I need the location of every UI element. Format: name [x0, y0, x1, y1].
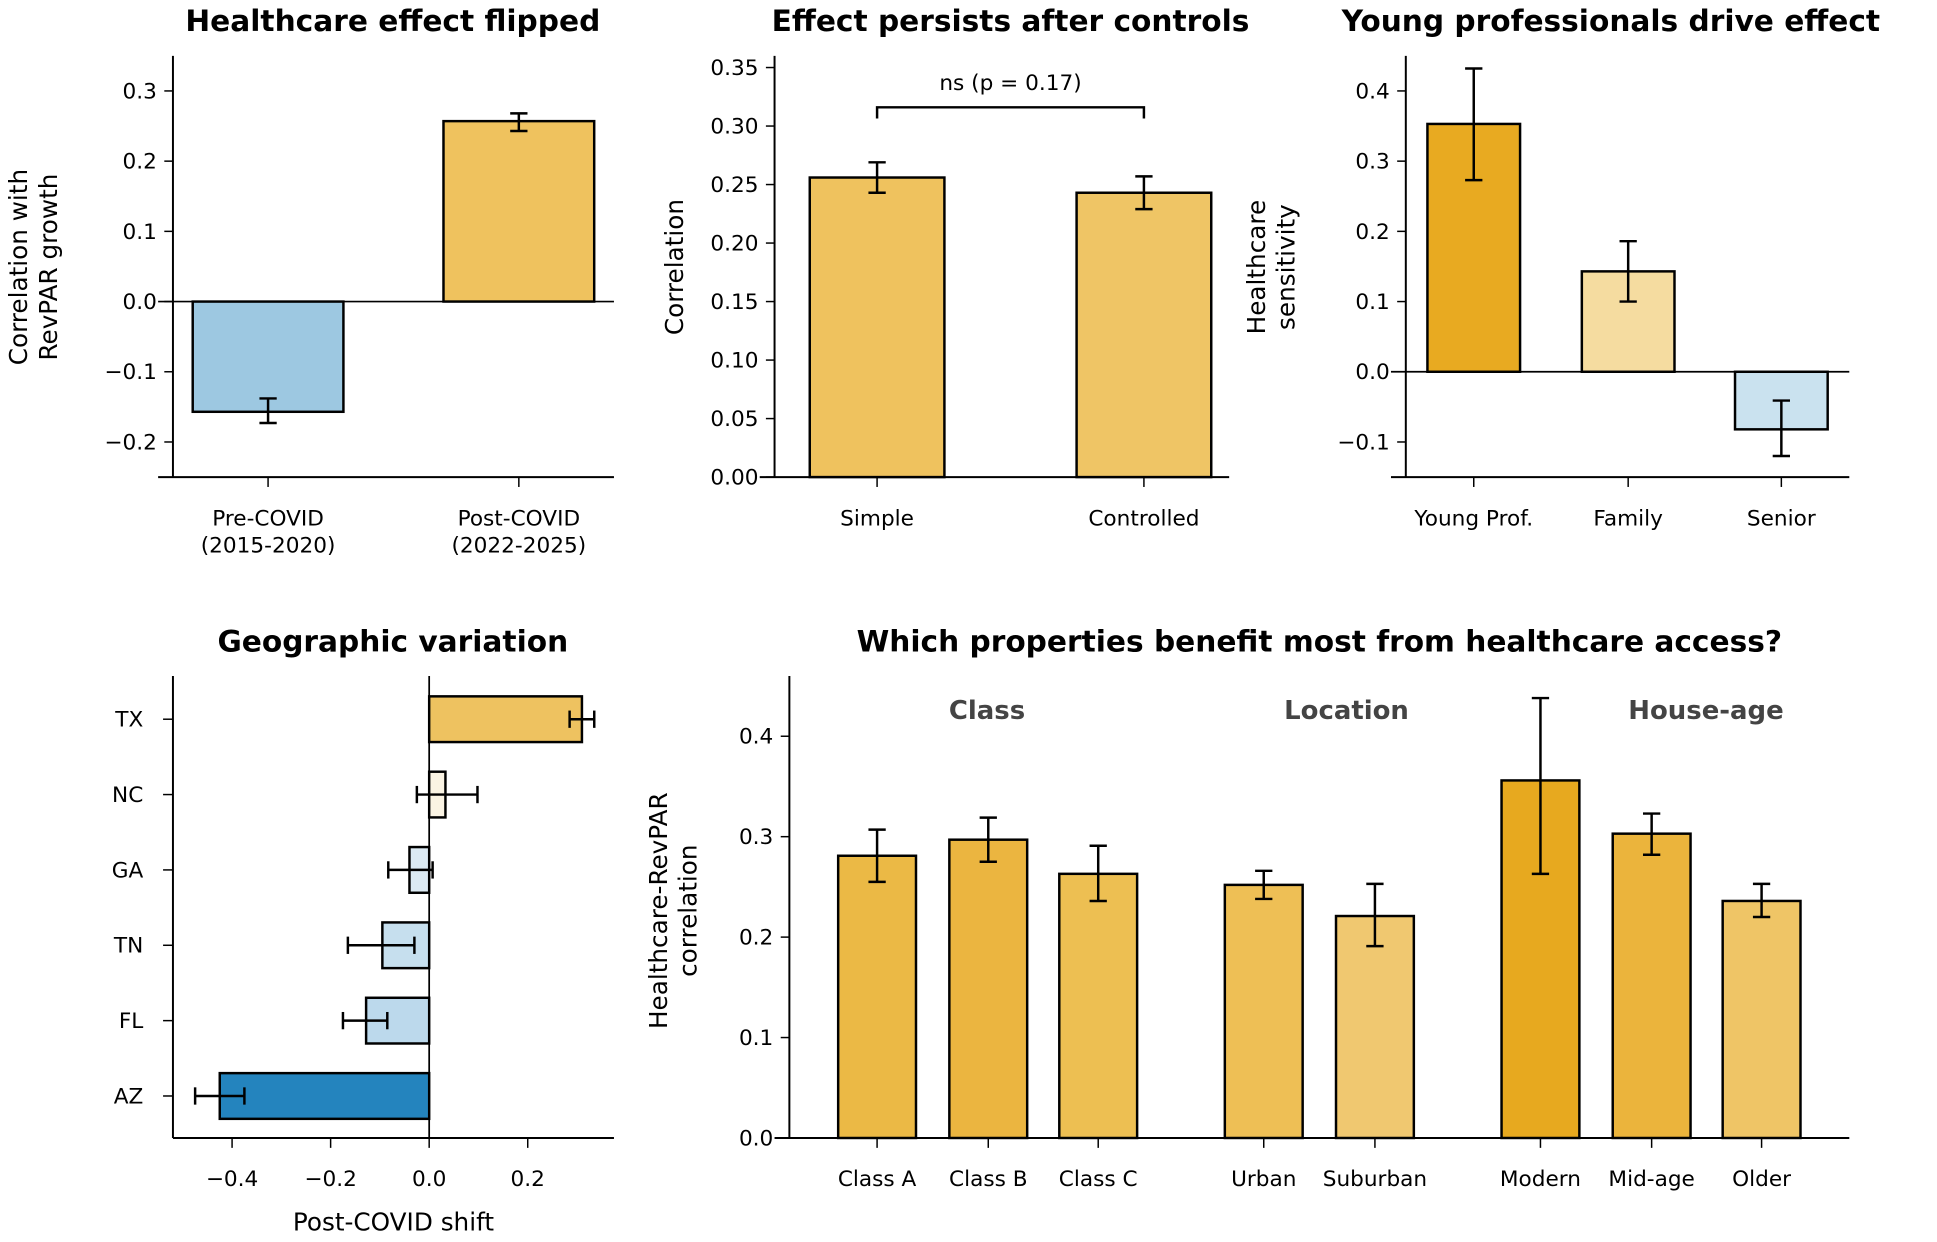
x-tick-label: Post-COVID	[458, 506, 581, 531]
x-tick-label: Simple	[840, 506, 914, 531]
x-tick-label: Young Prof.	[1413, 506, 1533, 531]
bar	[1058, 872, 1139, 1140]
y-axis-label: RevPAR growth	[34, 174, 63, 361]
x-tick-label: Suburban	[1323, 1167, 1427, 1192]
y-tick-label: 0.1	[739, 1026, 773, 1051]
y-tick-label: 0.4	[739, 725, 773, 750]
bar	[948, 838, 1029, 1140]
x-tick-label: Urban	[1231, 1167, 1296, 1192]
y-tick-label: 0.20	[710, 231, 758, 256]
y-tick-label: 0.2	[739, 926, 773, 951]
y-axis-label: Correlation with	[4, 169, 33, 365]
y-tick-label: 0.2	[123, 150, 157, 175]
chart-title: Which properties benefit most from healt…	[857, 623, 1782, 658]
y-tick-label: 0.35	[710, 56, 758, 81]
x-tick-label: Modern	[1500, 1167, 1581, 1192]
x-tick-label: Pre-COVID	[212, 506, 324, 531]
chart-panel-1: Effect persists after controls 0.00 0.05 0.…	[660, 3, 1249, 531]
x-tick-label: Class A	[838, 1167, 917, 1192]
y-tick-label: TN	[113, 934, 143, 959]
y-tick-label: AZ	[114, 1084, 144, 1109]
y-axis-label: Healthcare	[1242, 200, 1271, 335]
y-tick-label: 0.3	[739, 825, 773, 850]
x-axis-label: Post-COVID shift	[293, 1208, 494, 1237]
bar	[218, 1071, 431, 1121]
group-label: House-age	[1628, 696, 1783, 726]
x-tick-label: Mid-age	[1608, 1167, 1694, 1192]
y-tick-label: FL	[119, 1009, 143, 1034]
x-tick-label: Class B	[949, 1167, 1028, 1192]
chart-title: Geographic variation	[217, 623, 568, 658]
bar	[836, 854, 918, 1140]
x-tick-label: Class C	[1059, 1167, 1138, 1192]
y-tick-label: −0.1	[104, 360, 156, 385]
bar	[427, 695, 584, 744]
y-tick-label: 0.05	[710, 407, 758, 432]
y-tick-label: TX	[114, 708, 143, 733]
bar	[1075, 191, 1213, 479]
y-tick-label: 0.3	[123, 79, 157, 104]
x-tick-label: Family	[1593, 506, 1663, 531]
x-tick-label: Older	[1732, 1167, 1791, 1192]
chart-panel-0: Healthcare effect flipped −0.2 −0.1 0.0 0.1 0…	[4, 3, 614, 558]
y-tick-label: 0.25	[710, 173, 758, 198]
x-tick-label: (2022-2025)	[452, 533, 587, 558]
x-tick-label: Controlled	[1088, 506, 1199, 531]
y-tick-label: 0.00	[710, 465, 758, 490]
y-tick-label: 0.15	[710, 290, 758, 315]
bar	[442, 119, 596, 303]
y-axis-label: sensitivity	[1272, 204, 1301, 330]
y-tick-label: −0.1	[1337, 430, 1389, 455]
chart-title: Young professionals drive effect	[1341, 3, 1881, 38]
significance-bracket	[875, 106, 1146, 119]
y-tick-label: 0.1	[123, 220, 157, 245]
y-tick-label: −0.2	[104, 430, 156, 455]
y-tick-label: 0.30	[710, 114, 758, 139]
bar	[1611, 832, 1692, 1140]
x-tick-label: −0.2	[304, 1167, 356, 1192]
bar	[1334, 914, 1416, 1140]
y-tick-label: GA	[112, 858, 144, 883]
y-tick-label: 0.4	[1355, 79, 1389, 104]
x-tick-label: −0.4	[206, 1167, 258, 1192]
x-tick-label: 0.2	[511, 1167, 545, 1192]
bar	[1721, 899, 1802, 1140]
chart-panel-4: Which properties benefit most from healt…	[644, 623, 1850, 1192]
y-tick-label: 0.2	[1355, 220, 1389, 245]
y-axis-label: Healthcare-RevPAR	[644, 792, 673, 1029]
y-tick-label: 0.0	[1355, 360, 1389, 385]
y-tick-label: 0.0	[123, 290, 157, 315]
chart-panel-3: Geographic variation −0.4 −0.2 0.0 0.2 TX NC GA…	[112, 623, 614, 1237]
y-tick-label: 0.1	[1355, 290, 1389, 315]
y-tick-label: 0.10	[710, 348, 758, 373]
y-tick-label: NC	[112, 783, 143, 808]
x-tick-label: Senior	[1747, 506, 1816, 531]
chart-title: Healthcare effect flipped	[185, 3, 600, 38]
y-axis-label: correlation	[674, 844, 703, 976]
y-axis-label: Correlation	[660, 199, 689, 335]
bar	[1223, 883, 1304, 1140]
y-tick-label: 0.0	[739, 1126, 773, 1151]
bar	[191, 300, 345, 414]
x-tick-label: (2015-2020)	[201, 533, 336, 558]
significance-label: ns (p = 0.17)	[939, 71, 1081, 96]
group-label: Class	[949, 696, 1025, 726]
y-tick-label: 0.3	[1355, 150, 1389, 175]
group-label: Location	[1284, 696, 1409, 726]
x-tick-label: 0.0	[412, 1167, 446, 1192]
chart-panel-2: Young professionals drive effect −0.1 0.0 0…	[1242, 3, 1880, 531]
bar	[808, 176, 946, 479]
chart-title: Effect persists after controls	[772, 3, 1250, 38]
